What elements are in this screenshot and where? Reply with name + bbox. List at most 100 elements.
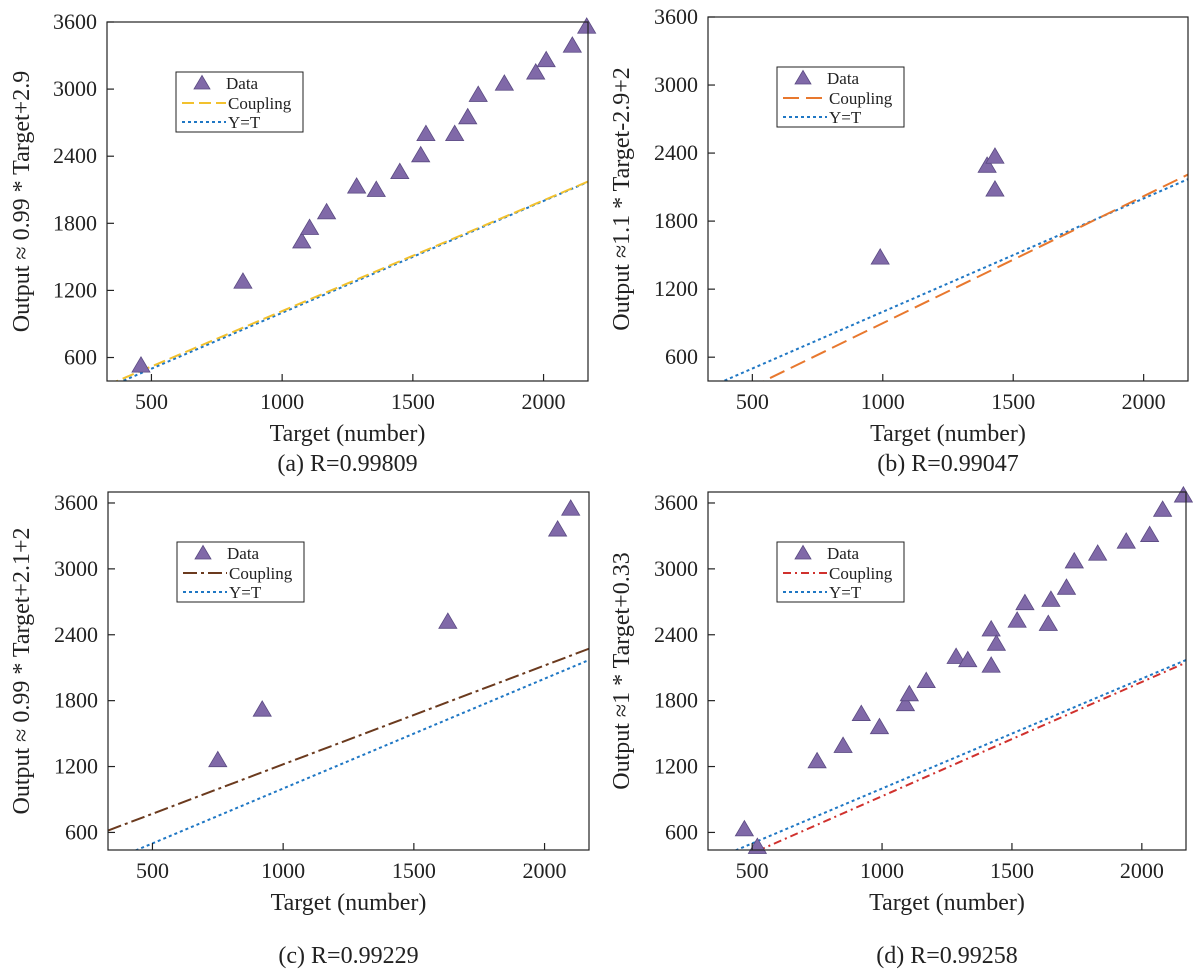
data-point-10: [416, 124, 436, 141]
data-point-18: [576, 17, 597, 34]
data-point-1: [734, 819, 755, 837]
x-tick-label: 1500: [990, 858, 1034, 883]
x-axis-label: Target (number): [869, 890, 1025, 916]
x-axis-label: Target (number): [270, 421, 426, 447]
plot-frame: [707, 16, 1189, 382]
data-point-9: [410, 145, 431, 163]
plot-frame: [106, 21, 589, 382]
data-point-14: [986, 634, 1007, 651]
data-point-11: [958, 650, 978, 668]
legend-box: [176, 541, 305, 603]
legend-label-data: Data: [827, 69, 860, 88]
chart-caption: (d) R=0.99258: [876, 943, 1018, 969]
data-point-2: [233, 272, 253, 289]
plot-frame: [707, 491, 1187, 851]
data-point-17: [562, 36, 583, 53]
y-axis-label: Output ≈ 0.99 * Target+2.1+2: [9, 528, 35, 815]
chart-caption: (c) R=0.99229: [278, 943, 418, 969]
data-point-10: [946, 647, 966, 664]
y-tick-label: 3000: [654, 556, 698, 581]
data-point-20: [1064, 551, 1084, 569]
y-tick-label: 1800: [654, 208, 698, 233]
y-tick-label: 2400: [53, 143, 97, 168]
legend-marker-data: [794, 544, 812, 560]
data-point-14: [494, 74, 515, 91]
data-point-6: [346, 177, 367, 194]
data-point-16: [536, 50, 556, 68]
legend-label-data: Data: [227, 544, 260, 563]
data-point-5: [316, 202, 337, 220]
legend-label-coupling: Coupling: [229, 564, 293, 583]
x-tick-label: 1500: [991, 389, 1035, 414]
data-point-3: [292, 231, 312, 249]
data-point-12: [981, 656, 1001, 673]
legend-label-coupling: Coupling: [829, 89, 893, 108]
data-point-7: [366, 180, 386, 197]
data-point-15: [526, 62, 546, 80]
x-tick-label: 1500: [391, 389, 435, 414]
y-tick-label: 1200: [654, 276, 698, 301]
chart-panel-c: 500 1000 1500 2000 600 1200 1800 2400 3000 3600 Ta…: [9, 490, 590, 969]
legend-label-coupling: Coupling: [829, 564, 893, 583]
data-point-24: [1152, 500, 1173, 517]
data-point-11: [444, 124, 465, 141]
y-tick-label: 3000: [654, 72, 698, 97]
x-tick-label: 500: [736, 389, 769, 414]
x-tick-label: 500: [136, 858, 169, 883]
y-tick-label: 2400: [654, 622, 698, 647]
yt-line: [134, 659, 589, 850]
legend-box: [175, 71, 304, 133]
data-point-4: [833, 736, 853, 753]
y-tick-label: 1200: [53, 277, 97, 302]
data-point-1: [131, 356, 151, 373]
data-point-17: [1038, 614, 1059, 631]
y-tick-label: 3600: [53, 9, 97, 34]
coupling-line: [114, 180, 588, 381]
data-point-5: [561, 499, 581, 516]
coupling-line: [757, 661, 1186, 850]
y-tick-label: 2400: [654, 140, 698, 165]
data-point-4: [985, 180, 1005, 197]
y-tick-label: 2400: [54, 622, 98, 647]
x-tick-label: 2000: [522, 389, 566, 414]
yt-line: [734, 659, 1186, 850]
data-point-3: [438, 612, 458, 629]
coupling-line: [761, 173, 1188, 381]
legend-label-yt: Y=T: [829, 108, 862, 127]
plot-lines: [721, 173, 1188, 381]
data-point-19: [1056, 578, 1077, 595]
legend-marker-data: [193, 74, 211, 90]
x-tick-label: 500: [736, 858, 769, 883]
y-tick-label: 3600: [54, 490, 98, 515]
chart-caption: (b) R=0.99047: [877, 451, 1019, 477]
data-point-1: [870, 248, 890, 265]
y-tick-label: 1200: [54, 754, 98, 779]
x-tick-label: 2000: [1120, 858, 1164, 883]
data-point-9: [916, 671, 936, 689]
chart-panel-d: 500 1000 1500 2000 600 1200 1800 2400 3000 3600 Ta…: [609, 486, 1194, 969]
y-tick-label: 1200: [654, 754, 698, 779]
y-tick-label: 600: [665, 344, 698, 369]
x-tick-label: 1000: [261, 858, 305, 883]
plot-lines: [108, 647, 589, 850]
y-axis-label: Output ≈ 0.99 * Target+2.9: [9, 71, 35, 332]
data-point-1: [208, 750, 228, 768]
y-tick-label: 1800: [53, 210, 97, 235]
data-point-12: [458, 107, 478, 125]
data-point-6: [869, 717, 890, 735]
y-tick-label: 600: [64, 345, 97, 370]
x-tick-label: 1000: [260, 389, 304, 414]
legend-label-coupling: Coupling: [228, 94, 292, 113]
legend-label-data: Data: [827, 544, 860, 563]
chart-panel-a: 500 1000 1500 2000 600 1200 1800 2400 3000 3600 Ta…: [9, 9, 597, 477]
chart-panel-b: 500 1000 1500 2000 600 1200 1800 2400 3000 3600 Ta…: [609, 4, 1189, 477]
data-point-3: [985, 147, 1005, 164]
y-tick-label: 3000: [54, 556, 98, 581]
data-point-2: [977, 156, 997, 173]
data-point-5: [851, 704, 871, 721]
x-tick-label: 1500: [392, 858, 436, 883]
y-tick-label: 1800: [54, 688, 98, 713]
data-point-2: [747, 837, 768, 854]
data-point-7: [895, 694, 916, 712]
data-point-13: [981, 619, 1001, 637]
